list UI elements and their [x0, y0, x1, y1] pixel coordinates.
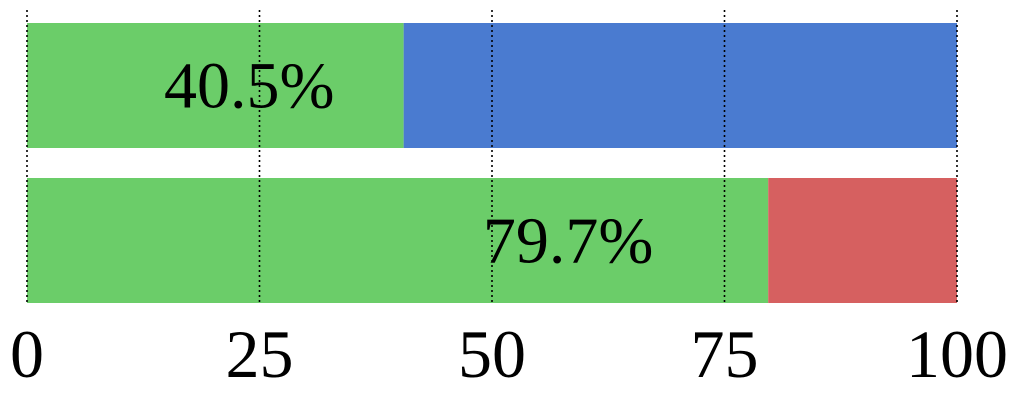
- bar-row-2-segment-2: [768, 178, 957, 303]
- bar-labels-layer: 40.5% 79.7%: [164, 50, 653, 278]
- x-tick-label-0: 0: [10, 316, 44, 392]
- x-tick-label-50: 50: [458, 316, 526, 392]
- bars-layer: [27, 23, 957, 303]
- grid-layer: [26, 10, 958, 303]
- bar-row-1-segment-1: [27, 23, 404, 148]
- bar-row-1-segment-2: [403, 23, 957, 148]
- x-axis-ticks: 0 25 50 75 100: [10, 316, 1008, 392]
- bar-label-row-1: 40.5%: [164, 50, 334, 123]
- x-tick-label-25: 25: [226, 316, 294, 392]
- x-tick-label-75: 75: [691, 316, 759, 392]
- bar-row-2-segment-1: [27, 178, 769, 303]
- x-tick-label-100: 100: [906, 316, 1008, 392]
- bar-label-row-2: 79.7%: [483, 205, 653, 278]
